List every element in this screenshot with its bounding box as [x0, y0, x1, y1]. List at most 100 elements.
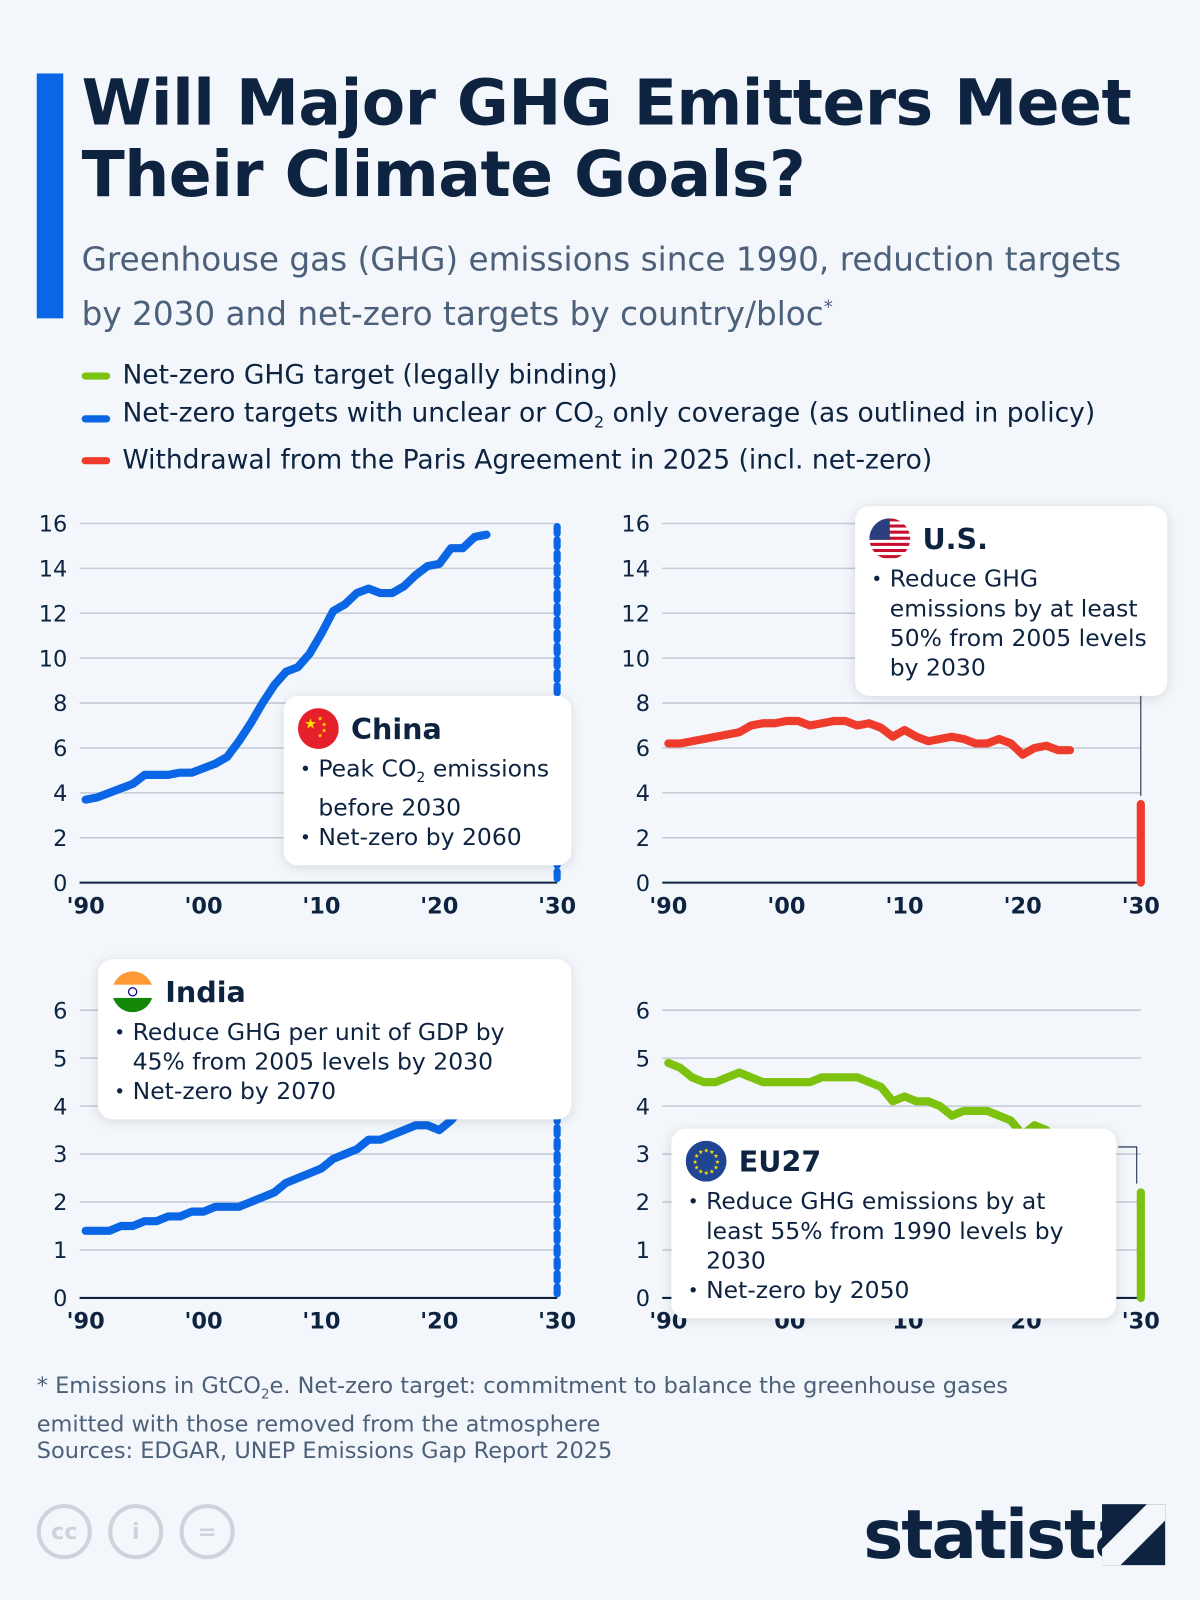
- x-tick-label: '30: [1122, 1309, 1160, 1335]
- x-tick-label: '00: [767, 893, 805, 919]
- svg-text:★: ★: [304, 717, 317, 733]
- svg-text:★: ★: [698, 1149, 704, 1156]
- callout-eu27: ★★★★★★★★★★★★ EU27 Reduce GHG emissions by…: [671, 1128, 1117, 1319]
- svg-text:★: ★: [704, 1170, 710, 1177]
- y-tick-label: 14: [39, 557, 68, 583]
- series-line-china: [81, 530, 491, 804]
- callout-title: India: [165, 974, 246, 1009]
- legend-swatch-green: [81, 372, 111, 380]
- svg-text:★: ★: [713, 1164, 719, 1171]
- callout-bullet: Reduce GHG per unit of GDP by 45% from 2…: [112, 1018, 557, 1077]
- x-tick-label: '20: [420, 893, 458, 919]
- callout-bullet: Net-zero by 2050: [686, 1277, 1102, 1307]
- svg-text:★: ★: [709, 1168, 715, 1175]
- x-tick-label: '30: [538, 1309, 576, 1335]
- y-tick-label: 2: [53, 1190, 67, 1216]
- y-tick-label: 2: [53, 826, 67, 852]
- callout-bullets: Reduce GHG emissions by at least 55% fro…: [686, 1188, 1102, 1306]
- series-line-eu27: [664, 1058, 1075, 1149]
- callout-bullet: Reduce GHG emissions by at least 50% fro…: [869, 565, 1153, 683]
- svg-text:★: ★: [317, 715, 323, 722]
- svg-text:★: ★: [715, 1159, 721, 1166]
- legend-item-unclear-coverage: Net-zero targets with unclear or CO2 onl…: [81, 395, 1095, 442]
- y-tick-label: 5: [636, 1046, 650, 1072]
- legend-item-paris-withdrawal: Withdrawal from the Paris Agreement in 2…: [81, 442, 1096, 480]
- callout-bullet: Reduce GHG emissions by at least 55% fro…: [686, 1188, 1102, 1277]
- footnote: * Emissions in GtCO2e. Net-zero target: …: [36, 1373, 1009, 1439]
- y-tick-label: 6: [53, 998, 67, 1024]
- y-tick-label: 0: [636, 1286, 650, 1312]
- y-tick-label: 12: [621, 601, 650, 627]
- eu-flag-icon: ★★★★★★★★★ ★ ★★: [685, 1140, 727, 1182]
- svg-text:★: ★: [321, 728, 327, 735]
- no-derivatives-icon[interactable]: =: [179, 1504, 235, 1560]
- callout-title: China: [351, 711, 442, 746]
- india-flag-icon: [112, 971, 154, 1013]
- y-tick-label: 14: [621, 557, 650, 583]
- y-tick-label: 16: [39, 512, 68, 538]
- page-title: Will Major GHG Emitters Meet Their Clima…: [81, 65, 1132, 212]
- x-tick-label: '90: [67, 1309, 105, 1335]
- y-tick-label: 4: [53, 1094, 67, 1120]
- y-tick-label: 4: [636, 781, 650, 807]
- x-tick-label: '90: [67, 893, 105, 919]
- us-flag-icon: [869, 518, 911, 560]
- x-tick-label: '10: [302, 893, 340, 919]
- legend-swatch-red: [81, 457, 111, 465]
- callout-india: India Reduce GHG per unit of GDP by 45% …: [97, 959, 572, 1120]
- attribution-icon[interactable]: i: [108, 1504, 164, 1560]
- y-tick-label: 3: [53, 1142, 67, 1168]
- y-tick-label: 0: [53, 871, 67, 897]
- svg-text:★: ★: [698, 1168, 704, 1175]
- svg-text:★: ★: [713, 1153, 719, 1160]
- y-tick-label: 8: [636, 691, 650, 717]
- y-tick-label: 5: [53, 1046, 67, 1072]
- y-tick-label: 1: [636, 1238, 650, 1264]
- y-tick-label: 10: [621, 646, 650, 672]
- cc-icon[interactable]: cc: [36, 1504, 92, 1560]
- legend-swatch-blue: [81, 414, 111, 423]
- y-tick-label: 6: [53, 736, 67, 762]
- x-tick-label: '20: [1004, 893, 1042, 919]
- callout-china: ★★★★★China Peak CO2 emissions before 203…: [283, 695, 572, 865]
- series-line-india: [81, 1082, 491, 1235]
- statista-logo-mark-icon: [1102, 1504, 1166, 1566]
- x-tick-label: '10: [886, 893, 924, 919]
- y-tick-label: 0: [53, 1286, 67, 1312]
- statista-logo[interactable]: statista: [863, 1495, 1139, 1575]
- x-tick-label: '00: [185, 1309, 223, 1335]
- y-tick-label: 6: [636, 998, 650, 1024]
- y-tick-label: 2: [636, 826, 650, 852]
- callout-title: U.S.: [922, 521, 988, 556]
- y-tick-label: 1: [53, 1238, 67, 1264]
- callout-bullets: Reduce GHG per unit of GDP by 45% from 2…: [112, 1018, 557, 1107]
- svg-text:★: ★: [317, 733, 323, 740]
- svg-text:★: ★: [321, 722, 327, 729]
- legend-item-legally-binding: Net-zero GHG target (legally binding): [81, 357, 1096, 395]
- svg-text:★: ★: [709, 1149, 715, 1156]
- y-tick-label: 2: [636, 1190, 650, 1216]
- china-flag-icon: ★ ★★★★: [297, 708, 339, 749]
- x-tick-label: '10: [302, 1309, 340, 1335]
- y-tick-label: 16: [621, 512, 650, 538]
- y-tick-label: 0: [636, 871, 650, 897]
- series-line-us: [664, 716, 1075, 759]
- y-tick-label: 8: [53, 691, 67, 717]
- callout-connector: [1118, 1146, 1138, 1184]
- callout-bullet: Peak CO2 emissions before 2030: [298, 755, 557, 823]
- y-tick-label: 6: [636, 736, 650, 762]
- subtitle: Greenhouse gas (GHG) emissions since 199…: [81, 239, 1122, 334]
- title-accent-bar: [36, 73, 64, 319]
- x-tick-label: '30: [1122, 893, 1160, 919]
- callout-bullets: Peak CO2 emissions before 2030Net-zero b…: [298, 755, 557, 853]
- svg-text:★: ★: [694, 1153, 700, 1160]
- callout-title: EU27: [738, 1144, 822, 1179]
- callout-us: U.S. Reduce GHG emissions by at least 50…: [855, 506, 1168, 696]
- callout-bullets: Reduce GHG emissions by at least 50% fro…: [869, 565, 1153, 683]
- svg-text:★: ★: [704, 1148, 710, 1155]
- callout-bullet: Net-zero by 2070: [112, 1078, 557, 1108]
- y-tick-label: 3: [636, 1142, 650, 1168]
- y-tick-label: 12: [39, 601, 68, 627]
